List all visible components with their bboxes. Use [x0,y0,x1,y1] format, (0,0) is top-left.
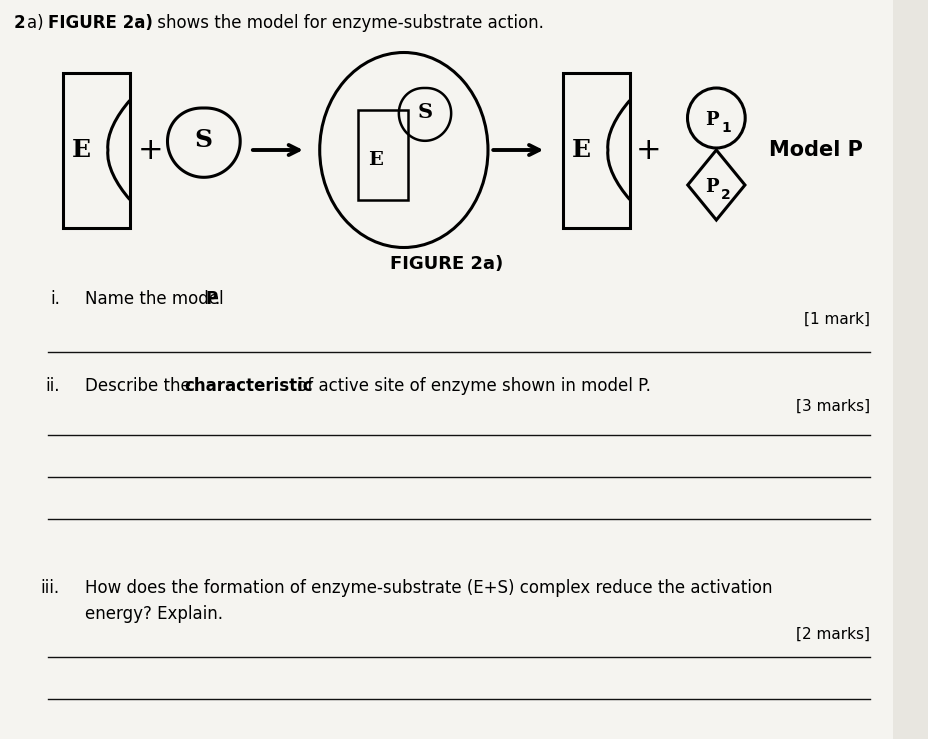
Text: 2: 2 [13,14,25,32]
Text: Describe the: Describe the [84,377,196,395]
Text: +: + [138,135,163,165]
Text: P: P [704,178,717,196]
Text: shows the model for enzyme-substrate action.: shows the model for enzyme-substrate act… [152,14,543,32]
Text: Name the model: Name the model [84,290,228,308]
Text: 1: 1 [720,121,730,135]
Bar [561,72,629,228]
Text: of active site of enzyme shown in model P.: of active site of enzyme shown in model … [292,377,651,395]
Text: ii.: ii. [45,377,59,395]
Text: [3 marks]: [3 marks] [795,399,870,414]
Text: S: S [417,102,432,122]
Text: S: S [195,128,213,151]
Text: E: E [572,138,590,162]
Text: a): a) [27,14,44,32]
Bar [357,110,407,200]
Text: [1 mark]: [1 mark] [804,312,870,327]
Text: .: . [214,290,219,308]
Text: FIGURE 2a): FIGURE 2a) [48,14,153,32]
Text: iii.: iii. [40,579,59,597]
Text: 2: 2 [720,188,730,202]
Text: P: P [704,111,717,129]
Text: E: E [367,151,382,169]
Text: Model P: Model P [768,140,862,160]
FancyBboxPatch shape [0,0,893,739]
Text: characteristic: characteristic [185,377,313,395]
Text: P: P [205,290,218,308]
Text: i.: i. [50,290,59,308]
Text: +: + [636,135,661,165]
Text: E: E [71,138,91,162]
Text: How does the formation of enzyme-substrate (E+S) complex reduce the activation: How does the formation of enzyme-substra… [84,579,771,597]
Text: FIGURE 2a): FIGURE 2a) [390,255,503,273]
Text: [2 marks]: [2 marks] [795,627,870,642]
Text: energy? Explain.: energy? Explain. [84,605,223,623]
Bar [62,72,130,228]
